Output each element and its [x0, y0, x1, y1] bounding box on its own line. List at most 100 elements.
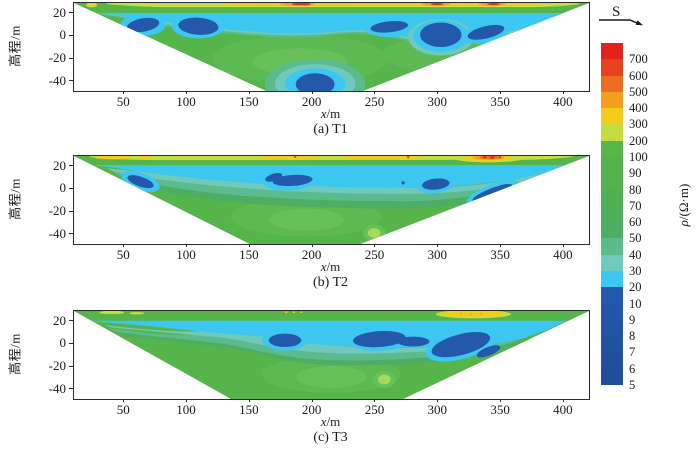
contour-teal — [106, 168, 547, 194]
resistivity-section-t2 — [74, 156, 589, 244]
colorbar-tick-label: 6 — [629, 361, 636, 376]
x-tick — [123, 91, 125, 94]
y-tick — [69, 80, 73, 82]
colorbar-segment — [601, 303, 623, 320]
y-tick — [69, 210, 73, 212]
x-tick-label: 100 — [176, 94, 196, 109]
colorbar-tick-label: 300 — [629, 117, 648, 132]
contour-red — [291, 3, 312, 6]
y-tick — [69, 342, 73, 344]
section-contours-t2 — [74, 156, 589, 244]
colorbar-segment — [601, 319, 623, 337]
colorbar-tick-label: 5 — [629, 378, 636, 392]
colorbar-tick-label: 200 — [629, 133, 648, 148]
colorbar-segment — [601, 108, 623, 125]
section-contours-t3 — [74, 311, 589, 399]
y-tick-label: 0 — [59, 180, 67, 196]
x-tick — [500, 399, 502, 402]
colorbar-tick-label: 60 — [629, 215, 642, 230]
y-tick-label: 20 — [53, 157, 66, 173]
contour-red — [293, 156, 297, 159]
y-tick — [69, 165, 73, 167]
y-tick — [69, 365, 73, 367]
colorbar-segment — [601, 270, 623, 288]
x-tick — [186, 244, 188, 247]
y-axis-title: 高程/m — [7, 333, 23, 375]
contour-red — [498, 156, 502, 159]
contour-yellow — [337, 156, 424, 160]
x-tick — [248, 91, 250, 94]
x-tick — [437, 91, 439, 94]
y-tick — [69, 12, 73, 14]
colorbar-segment — [601, 43, 623, 60]
x-tick-label: 250 — [364, 247, 385, 262]
contour-dark — [401, 181, 405, 185]
resistivity-section-t1 — [74, 3, 589, 91]
contour-dark — [127, 175, 154, 189]
x-tick-label: 100 — [176, 247, 196, 262]
arrow-head-icon — [635, 20, 643, 26]
contour-ygreen — [99, 311, 125, 315]
colorbar-segment — [601, 368, 623, 385]
x-tick-label: 50 — [116, 94, 130, 109]
colorbar-tick-label: 80 — [629, 182, 642, 197]
x-tick — [562, 244, 564, 247]
y-tick-label: -40 — [48, 72, 66, 88]
plot-area-t2 — [73, 155, 590, 245]
contour-dark — [126, 17, 160, 33]
contour-dark — [272, 174, 313, 187]
x-tick-label: 400 — [553, 247, 573, 262]
x-tick — [437, 399, 439, 402]
colorbar-tick-label: 40 — [629, 247, 642, 262]
x-tick — [500, 91, 502, 94]
panel-caption-a: (a) T1 — [313, 122, 348, 137]
colorbar-tick-label: 400 — [629, 101, 648, 116]
contour-yellow — [138, 156, 154, 160]
x-tick — [311, 244, 313, 247]
contour-dark — [178, 17, 219, 35]
panel-t2: 高程/m x/m (b) T2 50 100 150 200 250 300 350 400 2… — [0, 155, 700, 307]
y-tick-label: -20 — [48, 358, 66, 374]
contour-red — [487, 3, 500, 6]
south-direction-arrow: S — [599, 4, 643, 26]
contour-dark — [268, 333, 302, 348]
contour-dark — [396, 336, 430, 347]
resistivity-section-t3 — [74, 311, 589, 399]
x-tick-label: 150 — [239, 402, 259, 417]
y-tick — [69, 233, 73, 235]
contour-dark — [420, 22, 462, 47]
x-axis-title: x/m — [320, 259, 341, 274]
contour-g3 — [296, 366, 367, 388]
x-tick-label: 200 — [301, 247, 322, 262]
x-tick — [186, 91, 188, 94]
contour-dark — [422, 178, 450, 190]
contour-yellow — [292, 311, 296, 314]
colorbar-tick-label: 70 — [629, 198, 642, 213]
y-tick-label: -20 — [48, 203, 66, 219]
colorbar-segment — [601, 124, 623, 141]
contour-red — [430, 3, 444, 6]
colorbar-segment — [601, 173, 623, 190]
y-tick-label: 0 — [59, 335, 67, 351]
contour-yellow — [257, 156, 323, 160]
colorbar-segment — [601, 156, 623, 174]
x-tick — [374, 399, 376, 402]
y-axis-title: 高程/m — [7, 25, 23, 67]
x-tick-label: 300 — [427, 94, 448, 109]
plot-area-t3 — [73, 310, 590, 400]
colorbar-title: ρ/(Ω·m) — [676, 183, 691, 227]
x-tick-label: 300 — [427, 247, 448, 262]
x-tick — [186, 399, 188, 402]
contour-dark — [295, 73, 335, 91]
panel-caption-b: (b) T2 — [312, 275, 349, 290]
colorbar-tick-label: 9 — [629, 312, 636, 327]
y-tick-label: -40 — [48, 380, 66, 396]
colorbar-tick-label: 90 — [629, 166, 642, 181]
x-tick-label: 350 — [490, 247, 510, 262]
contour-dark — [467, 24, 505, 40]
contour-ygreen — [89, 156, 574, 161]
x-tick — [123, 399, 125, 402]
x-tick-label: 150 — [239, 94, 259, 109]
colorbar-tick-label: 500 — [629, 84, 648, 99]
y-tick-label: 0 — [59, 27, 67, 43]
